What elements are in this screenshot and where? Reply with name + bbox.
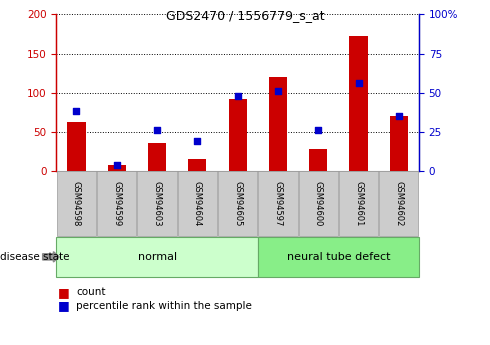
Text: ■: ■: [58, 286, 70, 299]
Bar: [390, 116, 408, 171]
Text: GSM94600: GSM94600: [314, 181, 323, 227]
Text: neural tube defect: neural tube defect: [287, 252, 390, 262]
Text: GSM94602: GSM94602: [394, 181, 403, 227]
Bar: [228, 99, 247, 171]
Bar: [309, 149, 327, 171]
Point: [73, 109, 80, 114]
Point: [113, 162, 121, 167]
Text: count: count: [76, 287, 105, 297]
Point: [395, 113, 403, 119]
Bar: [349, 36, 368, 171]
Text: normal: normal: [138, 252, 176, 262]
Text: ■: ■: [58, 299, 70, 313]
Text: disease state: disease state: [0, 252, 70, 262]
Point: [274, 88, 282, 94]
Point: [355, 80, 363, 86]
Text: GSM94597: GSM94597: [273, 181, 282, 227]
Text: GSM94603: GSM94603: [152, 181, 162, 227]
Bar: [108, 165, 126, 171]
Point: [153, 127, 161, 133]
Point: [314, 127, 322, 133]
Bar: [269, 77, 287, 171]
Text: GSM94605: GSM94605: [233, 181, 242, 227]
Text: GSM94598: GSM94598: [72, 181, 81, 227]
Text: percentile rank within the sample: percentile rank within the sample: [76, 301, 252, 311]
Text: GSM94604: GSM94604: [193, 181, 202, 227]
Bar: [188, 159, 206, 171]
Text: GSM94601: GSM94601: [354, 181, 363, 227]
Bar: [148, 142, 166, 171]
Point: [234, 93, 242, 99]
Bar: [68, 122, 86, 171]
Text: GDS2470 / 1556779_s_at: GDS2470 / 1556779_s_at: [166, 9, 324, 22]
Text: GSM94599: GSM94599: [112, 181, 122, 227]
Point: [194, 138, 201, 144]
